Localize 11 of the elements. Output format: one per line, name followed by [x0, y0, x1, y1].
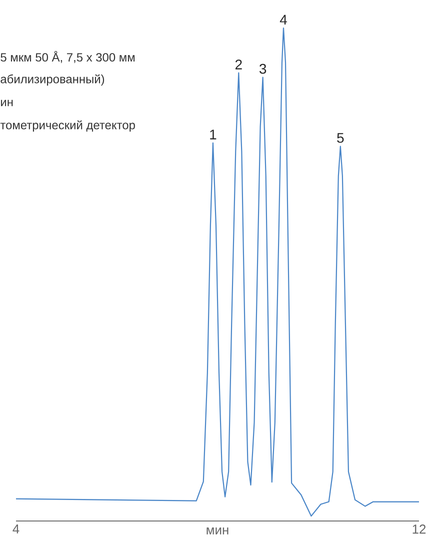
annotation: тометрический детектор — [0, 120, 135, 132]
annotation: 4 — [280, 14, 287, 24]
annotation: абилизированный) — [0, 74, 104, 86]
annotation: 3 — [259, 64, 266, 74]
annotation: 1 — [210, 130, 216, 140]
x-axis-title: мин — [206, 528, 228, 534]
text: ин — [1, 100, 13, 106]
annotation: 2 — [235, 60, 242, 70]
x-tick-label: 12 — [412, 524, 426, 534]
annotation: 5 — [337, 133, 344, 143]
annotation: 5 мкм 50 Å, 7,5 x 300 мм — [0, 51, 135, 63]
